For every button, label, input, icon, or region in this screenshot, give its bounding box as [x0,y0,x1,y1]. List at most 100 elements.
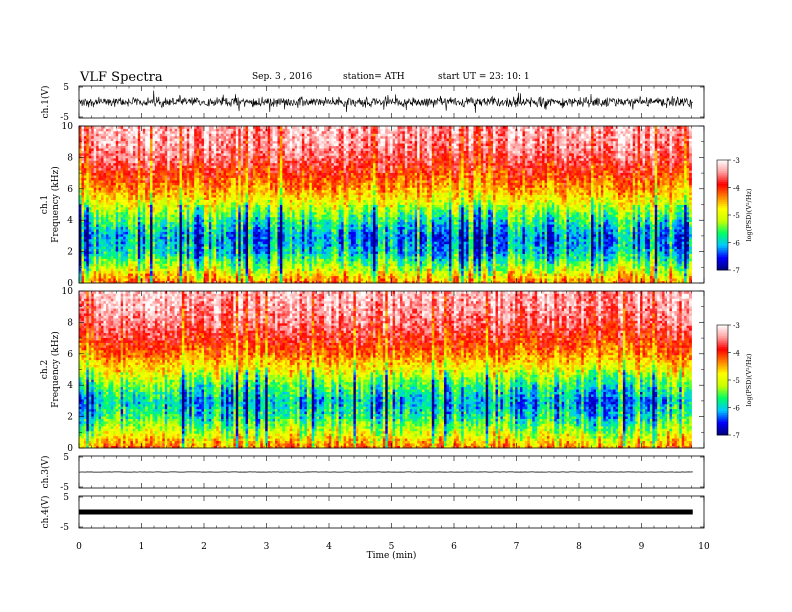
spectrogram-cell [512,238,516,242]
spectrogram-cell [316,238,320,242]
spectrogram-cell [618,248,621,252]
spectrogram-cell [120,238,124,242]
spectrogram-cell [556,251,560,254]
spectrogram-cell [108,260,112,264]
spectrogram-cell [573,268,577,272]
spectrogram-cell [150,263,153,267]
spectrogram-cell [255,238,259,242]
spectrogram-cell [566,268,570,272]
spectrogram-cell [157,280,161,284]
spectrogram-cell [595,258,599,262]
spectrogram-cell [627,268,631,272]
spectrogram-cell [343,263,347,267]
spectrogram-cell [566,248,570,252]
spectrogram-cell [510,241,514,245]
spectrogram-cell [194,253,197,257]
spectrogram-cell [252,248,256,252]
spectrogram-cell [515,243,518,247]
spectrogram-cell [243,260,246,264]
spectrogram-cell [150,251,153,254]
spectrogram-cell [292,278,295,281]
spectrogram-cell [206,258,210,262]
spectrogram-cell [546,248,550,252]
spectrogram-cell [331,246,335,250]
spectrogram-cell [373,238,376,242]
spectrogram-cell [512,236,516,240]
spectrogram-cell [625,241,629,245]
spectrogram-cell [81,265,85,269]
spectrogram-cell [613,270,616,274]
spectrogram-cell [257,238,261,242]
spectrogram-cell [120,233,124,237]
spectrogram-cell [338,246,342,250]
spectrogram-cell [537,248,540,252]
spectrogram-cell [277,273,281,277]
spectrogram-cell [539,241,543,245]
spectrogram-cell [404,260,408,264]
spectrogram-cell [194,246,197,250]
spectrogram-cell [267,248,271,252]
spectrogram-cell [497,248,501,252]
spectrogram-cell [135,248,139,252]
spectrogram-cell [206,243,210,247]
spectrogram-cell [140,268,144,272]
spectrogram-cell [96,246,99,250]
spectrogram-cell [375,258,379,262]
spectrogram-cell [159,280,163,284]
spectrogram-cell [595,263,599,267]
spectrogram-cell [257,256,261,259]
spectrogram-cell [164,258,168,262]
spectrogram-cell [603,236,607,240]
spectrogram-cell [321,233,325,237]
spectrogram-cell [140,238,144,242]
spectrogram-cell [277,256,281,259]
spectrogram-cell [566,280,570,284]
spectrogram-cell [292,241,295,245]
spectrogram-cell [564,253,567,257]
spectrogram-cell [652,278,656,281]
spectrogram-cell [377,246,381,250]
spectrogram-cell [429,268,433,272]
spectrogram-cell [534,280,538,284]
spectrogram-cell [363,243,367,247]
spectrogram-cell [485,246,489,250]
spectrogram-cell [203,238,207,242]
spectrogram-cell [159,263,163,267]
spectrogram-cell [625,265,629,269]
spectrogram-cell [292,236,295,240]
spectrogram-cell [375,233,379,237]
spectrogram-cell [105,248,109,252]
spectrogram-cell [473,270,477,274]
spectrogram-cell [583,275,587,279]
spectrogram-cell [365,278,369,281]
spectrogram-cell [399,248,403,252]
spectrogram-cell [456,248,460,252]
spectrogram-cell [620,251,624,254]
spectrogram-cell [279,260,283,264]
spectrogram-cell [466,258,469,262]
spectrogram-cell [243,241,246,245]
spectrogram-cell [640,253,643,257]
spectrogram-cell [598,248,602,252]
spectrogram-cell [326,265,330,269]
spectrogram-cell [622,243,626,247]
spectrogram-cell [446,265,450,269]
spectrogram-cell [93,246,97,250]
spectrogram-cell [578,270,582,274]
spectrogram-cell [108,253,112,257]
spectrogram-cell [341,246,344,250]
spectrogram-cell [559,256,563,259]
spectrogram-cell [632,238,636,242]
spectrogram-cell [324,248,327,252]
spectrogram-cell [510,243,514,247]
spectrogram-cell [598,278,602,281]
spectrogram-cell [86,241,90,245]
spectrogram-cell [110,246,114,250]
spectrogram-cell [154,275,158,279]
spectrogram-cell [128,238,131,242]
spectrogram-cell [480,246,484,250]
spectrogram-cell [152,233,156,237]
spectrogram-cell [260,241,264,245]
spectrogram-cell [488,241,491,245]
spectrogram-cell [373,256,376,259]
